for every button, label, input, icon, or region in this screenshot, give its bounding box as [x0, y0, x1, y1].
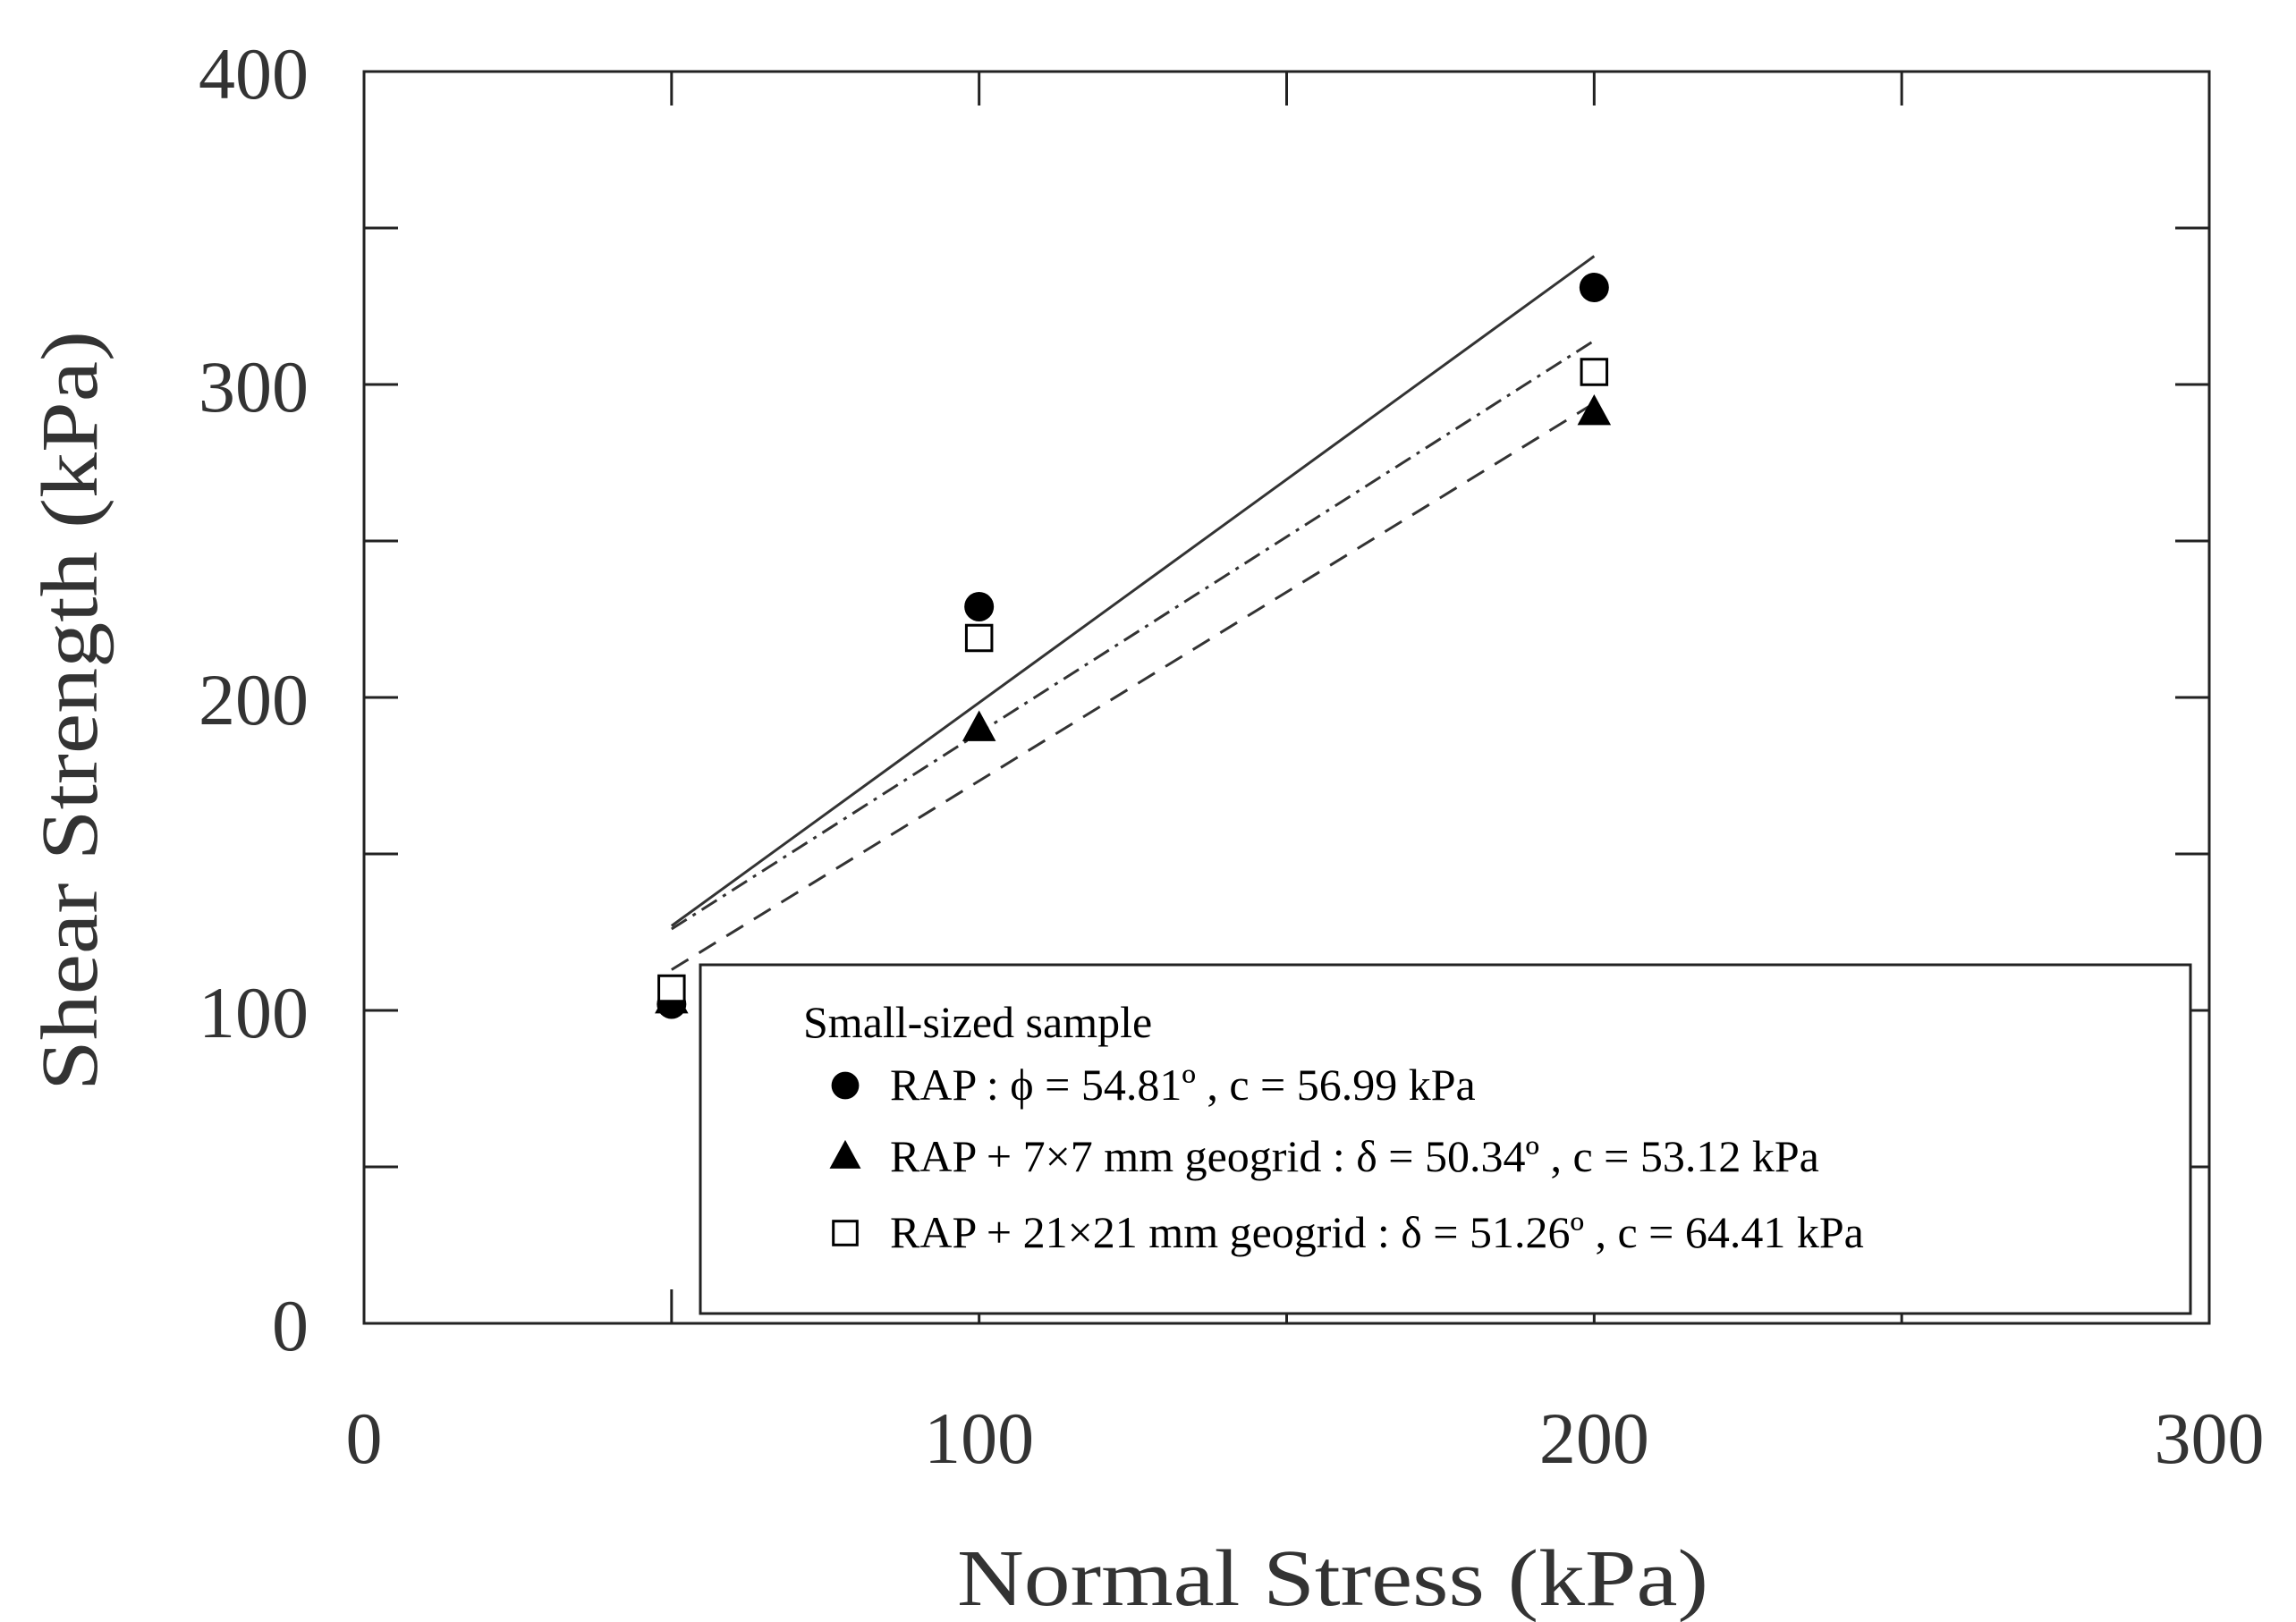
legend: Small-sized sample RAP : ϕ = 54.81º , c … — [699, 963, 2192, 1315]
y-tick-label: 100 — [199, 972, 309, 1053]
fit-line — [671, 401, 1596, 971]
point-filled-circle — [1579, 273, 1609, 302]
data-markers — [655, 273, 1612, 1019]
x-tick-label: 200 — [1539, 1398, 1649, 1479]
fit-line — [670, 255, 1596, 927]
legend-title: Small-sized sample — [803, 997, 1152, 1047]
point-filled-triangle — [962, 710, 996, 741]
x-tick-label: 300 — [2155, 1398, 2265, 1479]
y-axis-label: Shear Strength (kPa) — [26, 331, 114, 1091]
y-tick-label: 200 — [199, 659, 309, 740]
legend-entry-label: RAP + 21×21 mm geogrid : δ = 51.26º , c … — [890, 1207, 1864, 1257]
y-tick-label: 300 — [199, 346, 309, 427]
point-filled-triangle — [1577, 394, 1612, 426]
point-open-square — [1580, 358, 1609, 386]
legend-entry-label: RAP : ϕ = 54.81º , c = 56.99 kPa — [890, 1060, 1476, 1110]
point-filled-triangle — [829, 1139, 861, 1169]
point-open-square — [964, 623, 994, 653]
point-filled-circle — [964, 592, 995, 621]
y-tick-label: 400 — [199, 33, 309, 114]
axis-ticks — [362, 70, 2211, 1325]
point-open-square — [832, 1220, 859, 1246]
x-axis-label: Normal Stress (kPa) — [957, 1534, 1708, 1622]
fit-line — [671, 339, 1596, 931]
point-open-square — [657, 974, 686, 1003]
x-tick-labels: 0 100 200 300 — [346, 1398, 2265, 1479]
legend-entries: RAP : ϕ = 54.81º , c = 56.99 kPa RAP + 7×… — [829, 1060, 1864, 1257]
legend-entry-label: RAP + 7×7 mm geogrid : δ = 50.34º , c = … — [890, 1131, 1819, 1181]
legend-box — [699, 963, 2192, 1315]
x-tick-label: 100 — [924, 1398, 1034, 1479]
y-tick-labels: 0 100 200 300 400 — [199, 33, 309, 1366]
fit-lines — [670, 255, 1596, 971]
point-filled-circle — [831, 1071, 860, 1100]
x-tick-label: 0 — [346, 1398, 383, 1479]
y-tick-label: 0 — [272, 1285, 309, 1366]
